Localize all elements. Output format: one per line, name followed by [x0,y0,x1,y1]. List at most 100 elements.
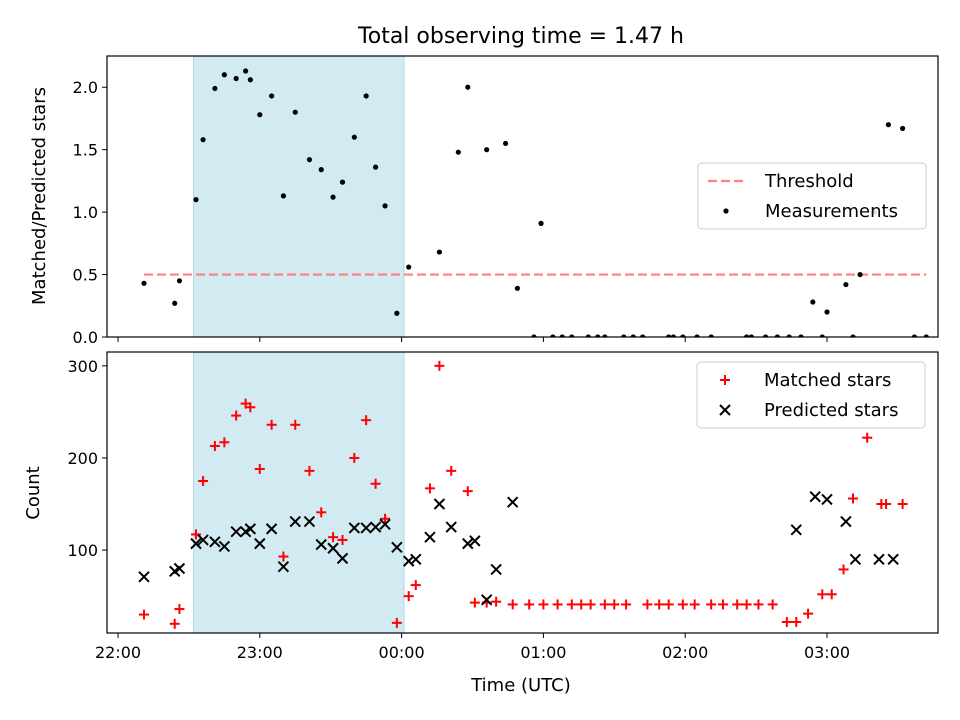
data-point [289,515,301,528]
data-point-b [303,515,316,528]
plot-area [138,352,908,633]
data-point [303,515,316,528]
data-point [391,617,402,628]
legend-marker [720,375,730,385]
data-point-b [197,534,209,546]
data-point [767,599,778,610]
data-point-b [289,515,301,528]
data-point [506,496,519,508]
axes-frame [106,55,939,338]
bottom-y-axis-label: Count [23,466,44,519]
data-point [706,599,717,610]
x-axis-label: Time (UTC) [470,675,571,696]
x-tick-label: 01:00 [520,643,566,662]
x-tick-label: 23:00 [237,643,283,662]
data-point-b [277,560,290,573]
data-point [569,334,575,337]
data-point [351,134,357,140]
data-point [280,193,287,199]
plot-area [141,56,929,337]
data-point [219,437,230,448]
top-y-axis-label: Matched/Predicted stars [29,87,50,305]
data-point [490,563,502,576]
data-point-b [480,594,493,606]
data-point [318,167,324,173]
data-point-b [348,522,361,534]
data-point [200,137,206,143]
data-point [790,524,802,536]
y-tick-label: 2.0 [73,78,98,97]
series-matched-stars [138,360,908,629]
data-point [306,157,313,163]
data-point [923,334,929,337]
legend-box [696,361,926,429]
data-point-b [873,553,885,566]
data-point [244,523,257,535]
data-point-b [462,537,474,550]
series-measurements [141,68,929,337]
data-point [361,415,372,426]
data-point-b [849,553,862,566]
data-point [363,93,369,99]
data-point-b [138,571,150,583]
data-point [337,534,348,545]
data-point [190,537,202,550]
data-point [585,334,591,337]
data-point [277,560,290,573]
x-tick-label: 22:00 [95,643,141,662]
data-point-b [887,553,899,566]
data-point [266,419,277,430]
data-point [379,518,391,530]
y-tick-label: 0.0 [73,328,98,347]
legend-marker-b [719,404,731,416]
data-point [391,541,403,554]
data-point [221,72,227,78]
y-tick-label: 100 [67,541,98,560]
data-point [233,75,239,82]
data-point-b [327,542,339,554]
data-point [290,419,301,430]
data-point [762,334,769,337]
data-point [446,465,457,476]
data-point [462,537,474,550]
data-point [708,334,714,337]
data-point [315,538,327,551]
y-tick-label: 200 [67,449,98,468]
data-point [774,334,780,337]
data-point [850,334,856,337]
data-point [791,616,802,627]
data-point-b [402,555,415,567]
data-point-b [265,523,278,535]
data-point [887,553,899,566]
data-point [231,410,242,421]
data-point [531,334,537,337]
data-point [462,486,473,497]
data-point [373,164,379,170]
data-point [292,109,298,115]
data-point-b [790,524,802,536]
data-point [748,334,754,337]
data-point [670,334,676,337]
data-point [847,493,858,504]
data-point [803,608,814,619]
data-point [339,179,346,185]
data-point [621,334,627,337]
data-point [173,562,186,575]
data-point [595,334,601,337]
data-point [230,525,242,538]
data-point [424,483,435,494]
data-point [410,580,421,591]
data-point [885,122,892,128]
data-point [434,360,445,371]
data-point [209,440,220,451]
data-point [445,521,457,533]
data-point [212,85,218,92]
data-point [436,249,443,255]
chart-title: Total observing time = 1.47 h [357,24,684,49]
data-point [254,464,265,475]
data-point-b [230,525,242,538]
bottom-panel: 100 200 300 22:00 23:00 00:00 01:00 02:00 03:00 M… [67,351,939,662]
data-point-b [218,540,231,553]
data-point [559,334,565,337]
data-point [247,77,253,83]
